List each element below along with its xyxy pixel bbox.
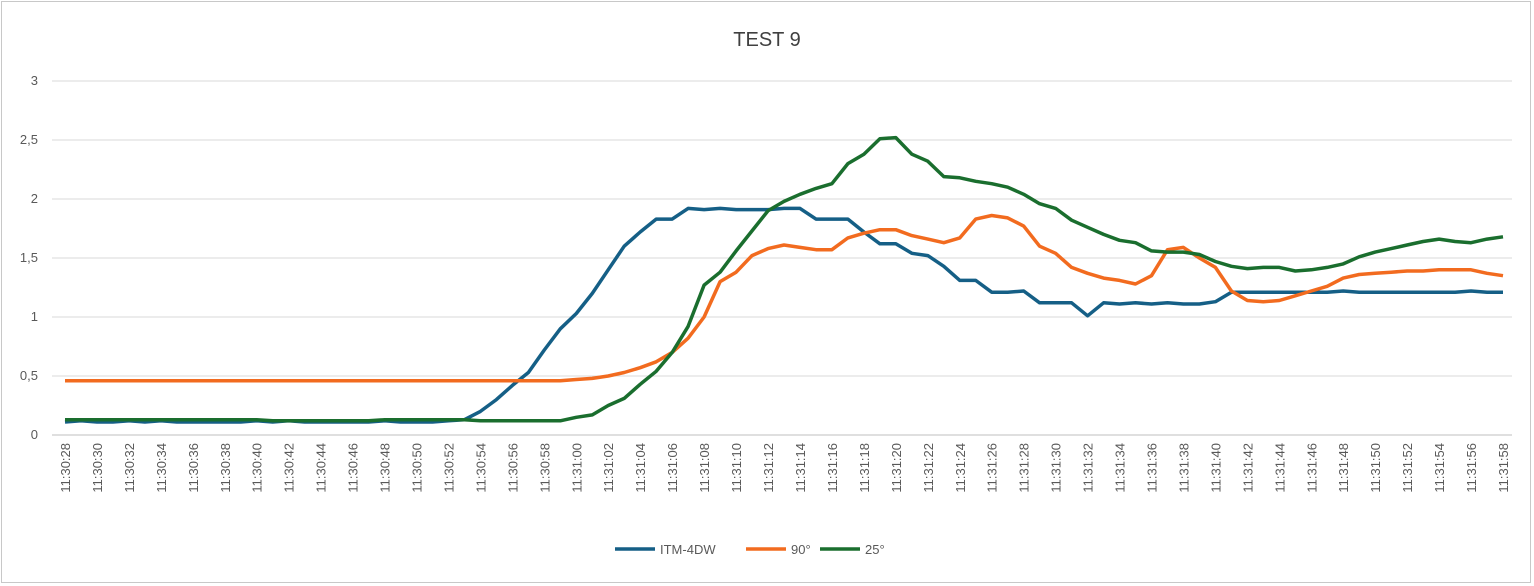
x-tick-label: 11:30:38 xyxy=(218,443,233,493)
y-tick-label: 2 xyxy=(31,191,38,206)
x-tick-label: 11:30:40 xyxy=(250,443,265,493)
chart-title: TEST 9 xyxy=(733,29,800,51)
x-tick-label: 11:31:02 xyxy=(601,443,616,493)
legend-item: ITM-4DW xyxy=(615,542,716,557)
x-tick-label: 11:31:58 xyxy=(1496,443,1511,493)
y-tick-label: 1,5 xyxy=(20,250,38,265)
x-tick-label: 11:31:52 xyxy=(1400,443,1415,493)
x-tick-label: 11:30:34 xyxy=(154,443,169,493)
series-lines xyxy=(64,135,1504,424)
x-tick-label: 11:30:32 xyxy=(122,443,137,493)
x-tick-label: 11:31:36 xyxy=(1144,443,1159,493)
x-tick-label: 11:30:28 xyxy=(58,443,73,493)
series-line-1 xyxy=(65,213,1504,383)
series-line-2 xyxy=(65,135,1504,423)
x-tick-label: 11:31:48 xyxy=(1336,443,1351,493)
x-tick-label: 11:31:18 xyxy=(857,443,872,493)
legend-label: 25° xyxy=(865,542,885,557)
y-axis-ticks: 0 0,5 1 1,5 2 2,5 3 xyxy=(20,73,38,442)
x-tick-label: 11:31:00 xyxy=(569,443,584,493)
y-tick-label: 2,5 xyxy=(20,132,38,147)
x-tick-label: 11:31:32 xyxy=(1081,443,1096,493)
x-tick-label: 11:30:50 xyxy=(410,443,425,493)
x-tick-label: 11:30:56 xyxy=(505,443,520,493)
x-tick-label: 11:31:26 xyxy=(985,443,1000,493)
x-tick-label: 11:31:56 xyxy=(1464,443,1479,493)
x-tick-label: 11:30:42 xyxy=(282,443,297,493)
x-tick-label: 11:31:14 xyxy=(793,443,808,493)
x-tick-label: 11:31:40 xyxy=(1208,443,1223,493)
x-tick-label: 11:31:12 xyxy=(761,443,776,493)
x-tick-label: 11:30:36 xyxy=(186,443,201,493)
x-tick-label: 11:30:48 xyxy=(378,443,393,493)
x-tick-label: 11:31:38 xyxy=(1176,443,1191,493)
x-tick-label: 11:31:44 xyxy=(1272,443,1287,493)
gridlines xyxy=(52,80,1512,436)
legend-item: 25° xyxy=(820,542,885,557)
y-tick-label: 1 xyxy=(31,309,38,324)
x-tick-label: 11:31:22 xyxy=(921,443,936,493)
x-tick-label: 11:31:06 xyxy=(665,443,680,493)
y-tick-label: 0,5 xyxy=(20,368,38,383)
x-tick-label: 11:30:44 xyxy=(314,443,329,493)
x-tick-label: 11:31:10 xyxy=(729,443,744,493)
legend: ITM-4DW 90° 25° xyxy=(615,542,885,557)
x-tick-label: 11:31:20 xyxy=(889,443,904,493)
legend-label: 90° xyxy=(791,542,811,557)
x-tick-label: 11:30:30 xyxy=(90,443,105,493)
x-tick-label: 11:30:58 xyxy=(537,443,552,493)
y-tick-label: 0 xyxy=(31,427,38,442)
y-tick-label: 3 xyxy=(31,73,38,88)
x-tick-label: 11:31:54 xyxy=(1432,443,1447,493)
x-tick-label: 11:30:54 xyxy=(473,443,488,493)
legend-label: ITM-4DW xyxy=(660,542,716,557)
x-tick-label: 11:31:34 xyxy=(1113,443,1128,493)
x-tick-label: 11:31:04 xyxy=(633,443,648,493)
x-axis-ticks: 11:30:28 11:30:30 11:30:32 11:30:34 11:30:36… xyxy=(58,443,1511,493)
x-tick-label: 11:30:52 xyxy=(441,443,456,493)
x-tick-label: 11:31:50 xyxy=(1368,443,1383,493)
x-tick-label: 11:31:16 xyxy=(825,443,840,493)
x-tick-label: 11:31:30 xyxy=(1049,443,1064,493)
x-tick-label: 11:31:28 xyxy=(1017,443,1032,493)
x-tick-label: 11:31:08 xyxy=(697,443,712,493)
series-line-0 xyxy=(64,206,1503,424)
x-tick-label: 11:31:46 xyxy=(1304,443,1319,493)
x-tick-label: 11:30:46 xyxy=(346,443,361,493)
x-tick-label: 11:31:42 xyxy=(1240,443,1255,493)
x-tick-label: 11:31:24 xyxy=(953,443,968,493)
legend-item: 90° xyxy=(746,542,811,557)
